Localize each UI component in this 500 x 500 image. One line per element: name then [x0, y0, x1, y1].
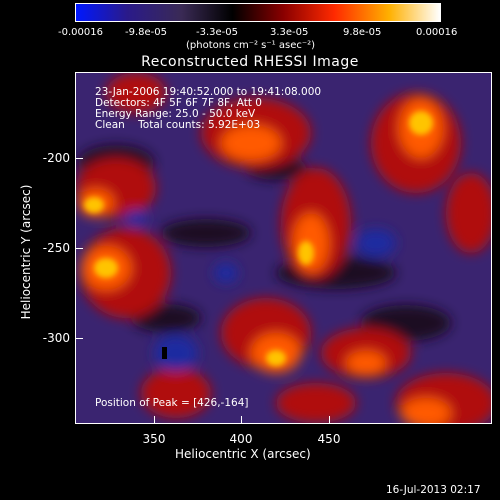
peak-marker: [162, 347, 167, 359]
colorbar-tick-label: 3.3e-05: [270, 27, 309, 38]
x-tick-mark: [154, 416, 155, 424]
x-tick-label: 450: [317, 432, 341, 446]
x-tick-mark: [329, 416, 330, 424]
y-tick-label: -300: [42, 331, 70, 345]
y-tick-mark: [75, 248, 83, 249]
x-tick-mark: [241, 416, 242, 424]
colorbar-tick-label: 9.8e-05: [343, 27, 382, 38]
plot-title: Reconstructed RHESSI Image: [141, 54, 359, 70]
peak-position-label: Position of Peak = [426,-164]: [95, 397, 249, 409]
reconstructed-image: [76, 73, 491, 423]
x-tick-label: 350: [142, 432, 166, 446]
colorbar: [75, 3, 441, 22]
colorbar-tick-label: -3.3e-05: [196, 27, 238, 38]
info-time-range: 23-Jan-2006 19:40:52.000 to 19:41:08.000: [95, 86, 322, 98]
x-axis-label: Heliocentric X (arcsec): [175, 447, 311, 461]
y-tick-label: -250: [42, 241, 70, 255]
image-panel[interactable]: [75, 72, 492, 424]
colorbar-tick-label: -9.8e-05: [125, 27, 167, 38]
y-axis-label: Heliocentric Y (arcsec): [19, 184, 33, 320]
info-total-counts: Clean Total counts: 5.92E+03: [95, 119, 261, 131]
info-detectors: Detectors: 4F 5F 6F 7F 8F, Att 0: [95, 97, 262, 109]
x-tick-label: 400: [229, 432, 253, 446]
colorbar-tick-label: 0.00016: [416, 27, 458, 38]
y-tick-mark: [75, 158, 83, 159]
info-energy-range: Energy Range: 25.0 - 50.0 keV: [95, 108, 256, 120]
colorbar-tick-label: -0.00016: [58, 27, 103, 38]
footer-timestamp: 16-Jul-2013 02:17: [386, 484, 481, 496]
colorbar-units: (photons cm⁻² s⁻¹ asec⁻²): [186, 40, 316, 51]
y-tick-mark: [75, 338, 83, 339]
y-tick-label: -200: [42, 151, 70, 165]
